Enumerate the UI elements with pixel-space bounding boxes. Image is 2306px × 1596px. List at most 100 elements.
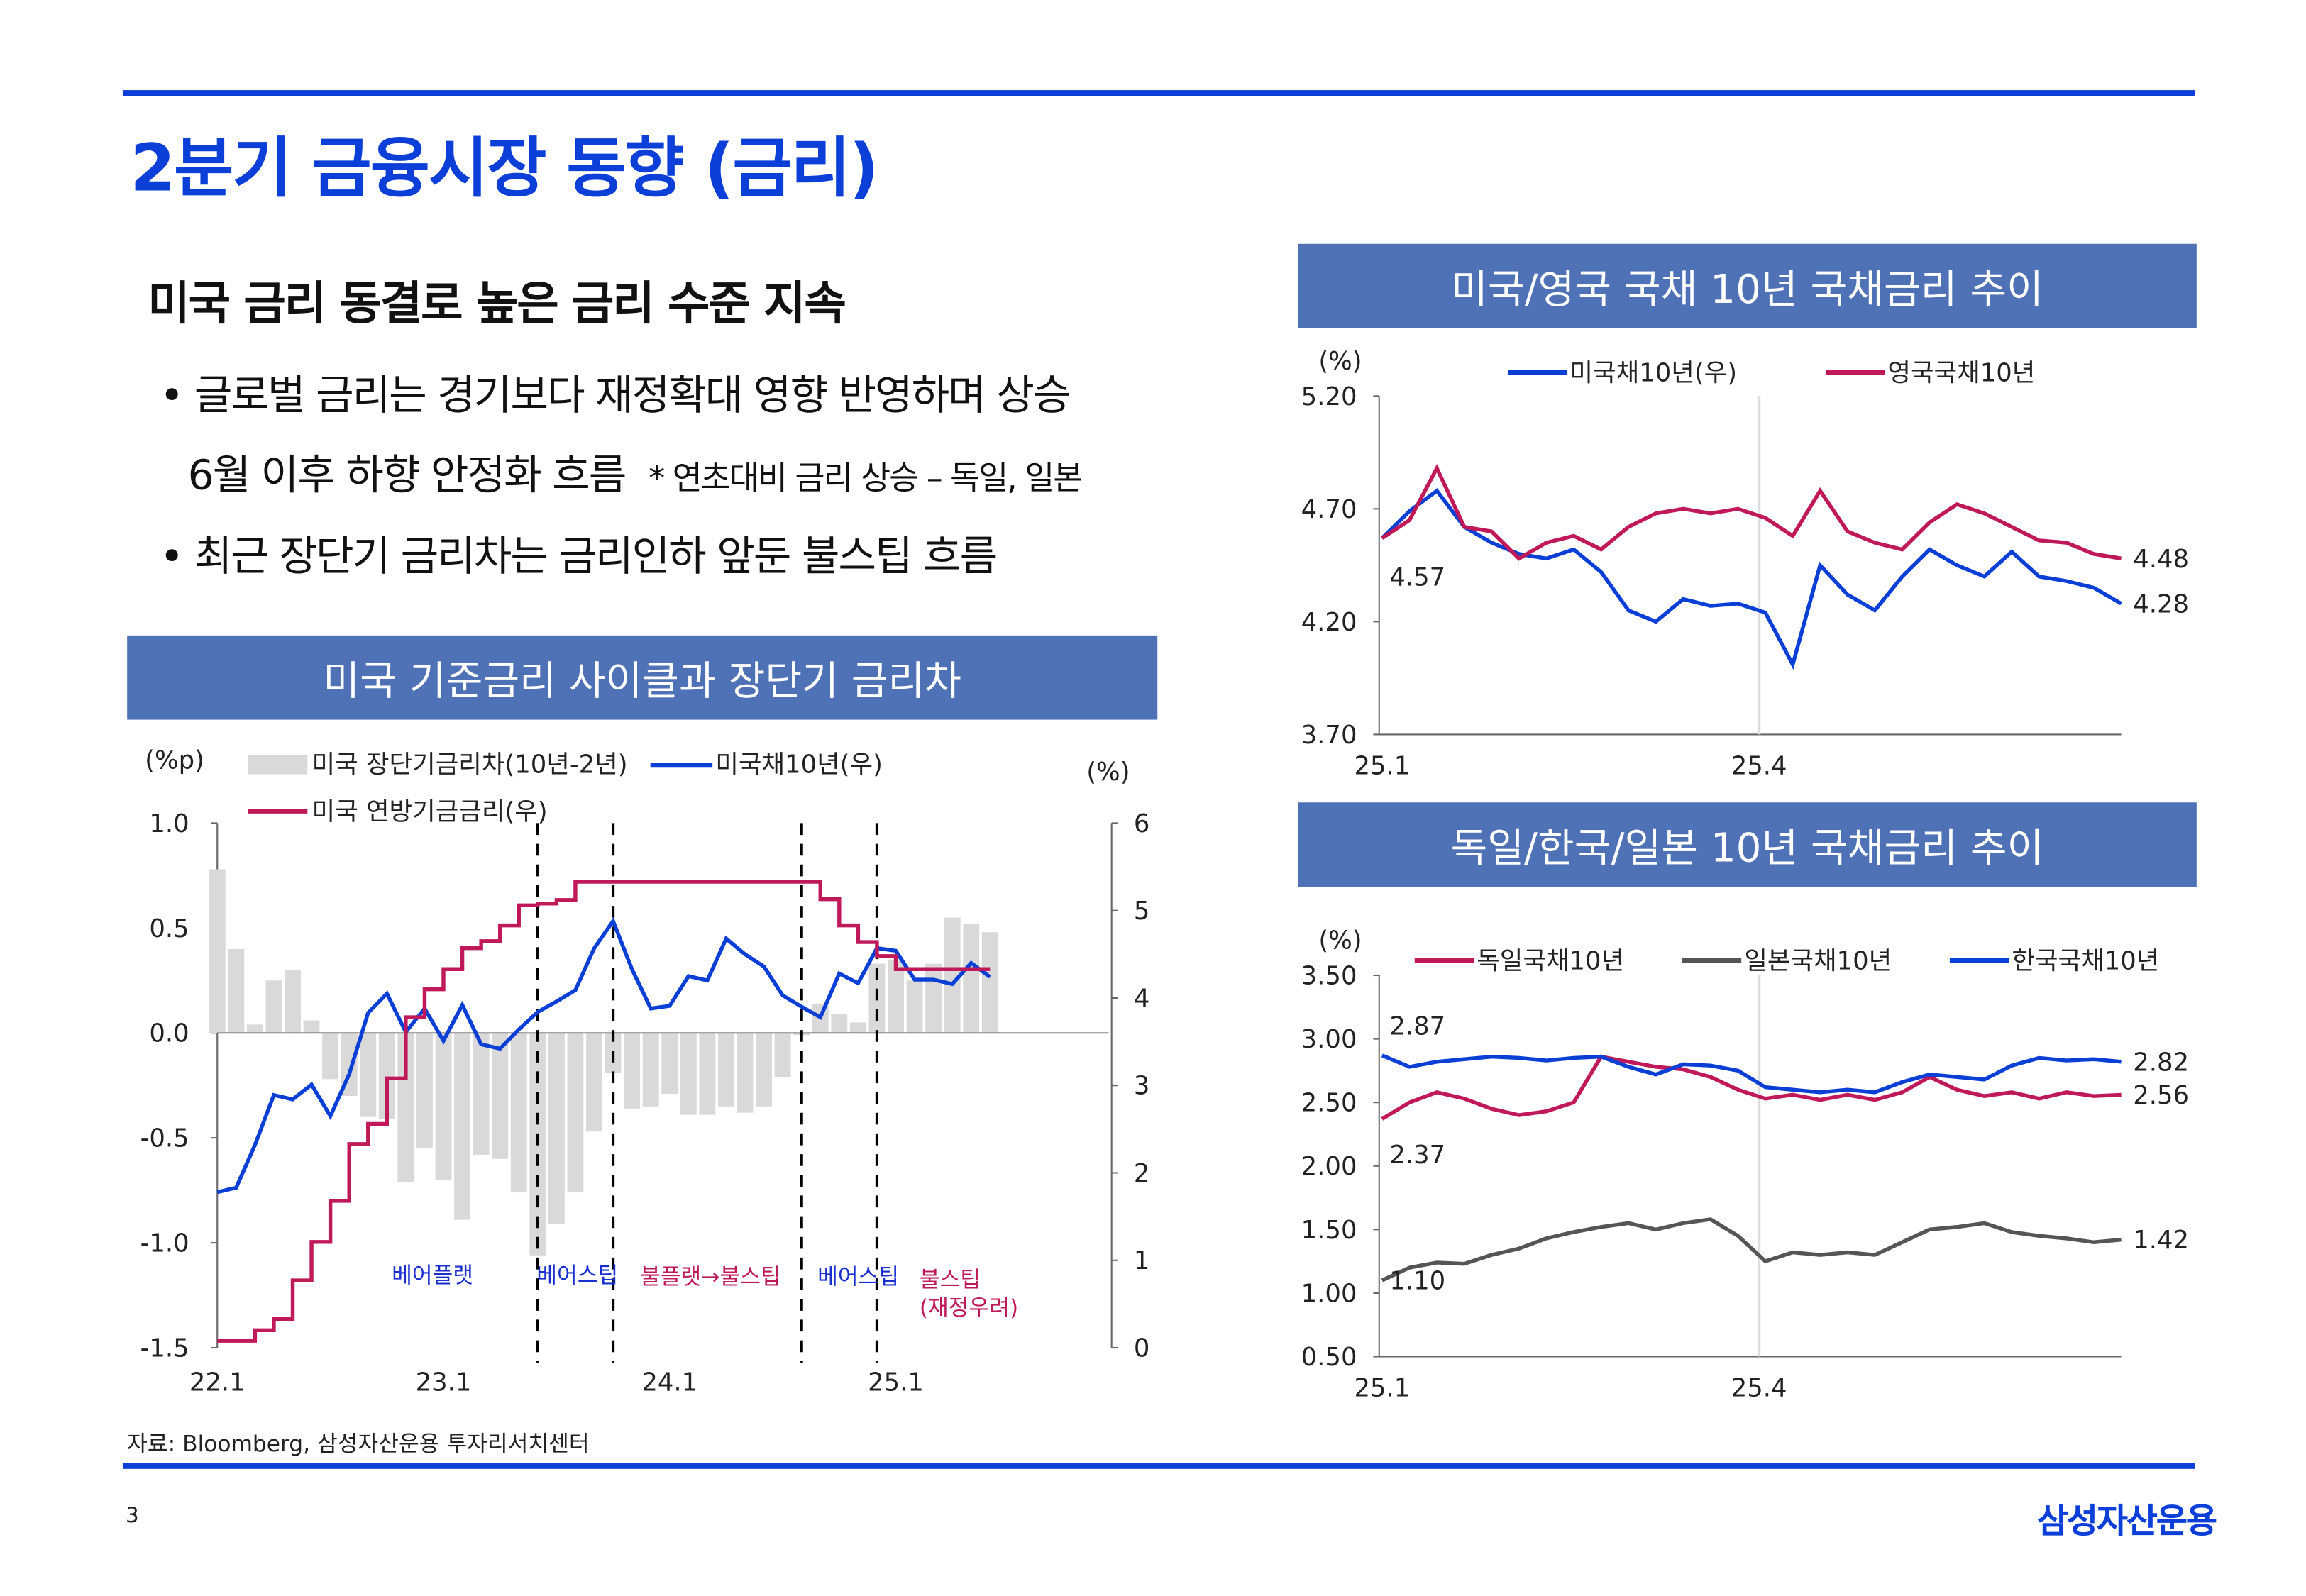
- series-line-2: [1381, 1053, 2122, 1095]
- spread-bar: [567, 1033, 584, 1193]
- y-axis-unit: (%): [1318, 926, 1362, 955]
- y-tick-label: 3.00: [1301, 1025, 1357, 1054]
- spread-bar: [397, 1033, 414, 1182]
- phase-annotation: 베어플랫: [392, 1263, 473, 1288]
- right-tick-label: 2: [1134, 1159, 1150, 1188]
- left-tick-label: 1.0: [149, 809, 189, 838]
- spread-bar: [285, 970, 301, 1033]
- spread-bar: [265, 980, 282, 1033]
- chart2-header: 미국/영국 국채 10년 국채금리 추이: [1298, 243, 2197, 328]
- right-tick-label: 1: [1134, 1246, 1150, 1275]
- source-note: 자료: Bloomberg, 삼성자산운용 투자리서치센터: [127, 1430, 590, 1458]
- spread-bar: [737, 1033, 754, 1113]
- phase-annotation: 불플랫→불스팁: [640, 1264, 781, 1290]
- spread-bar: [963, 924, 980, 1033]
- right-tick-label: 0: [1134, 1334, 1150, 1363]
- fed-funds-line: [217, 880, 991, 1343]
- phase-annotation: (재정우려): [920, 1295, 1018, 1321]
- x-tick-label: 22.1: [189, 1368, 246, 1397]
- us10y-line: [216, 916, 991, 1195]
- legend-label-0: 미국채10년(우): [1569, 358, 1737, 387]
- bottom-divider: [122, 1463, 2195, 1469]
- right-tick-label: 3: [1134, 1072, 1150, 1101]
- spread-bar: [680, 1033, 697, 1115]
- phase-annotation: 베어스팁: [536, 1263, 618, 1288]
- company-logo: 삼성자산운용: [2036, 1502, 2217, 1541]
- bullet-1-cont-text: 6월 이후 하향 안정화 흐름: [187, 450, 627, 500]
- spread-bar: [642, 1033, 659, 1107]
- right-tick-label: 4: [1134, 984, 1150, 1013]
- y-tick-label: 2.00: [1301, 1152, 1357, 1181]
- spread-bar: [774, 1033, 791, 1077]
- y-tick-label: 4.20: [1301, 608, 1357, 637]
- phase-annotation: 불스팁: [920, 1268, 981, 1293]
- y-tick-label: 5.20: [1301, 382, 1357, 411]
- left-axis-unit: (%p): [145, 746, 204, 775]
- legend-label-1: 영국국채10년: [1887, 358, 2035, 387]
- spread-bar: [831, 1014, 848, 1033]
- x-tick-label: 25.1: [868, 1368, 924, 1397]
- spread-bar: [435, 1033, 452, 1180]
- bullet-1-cont: 6월 이후 하향 안정화 흐름 * 연초대비 금리 상승 – 독일, 일본: [187, 443, 1083, 502]
- spread-bar: [548, 1033, 565, 1224]
- spread-bar: [228, 948, 245, 1033]
- spread-bar: [303, 1020, 320, 1033]
- spread-bar: [378, 1033, 395, 1119]
- spread-bar: [661, 1033, 678, 1095]
- series-line-0: [1381, 488, 2122, 670]
- spread-bar: [510, 1033, 527, 1193]
- chart3-header: 독일/한국/일본 10년 국채금리 추이: [1298, 802, 2197, 887]
- right-axis-unit: (%): [1086, 758, 1130, 787]
- x-tick-label: 25.4: [1731, 1374, 1787, 1403]
- left-tick-label: -1.5: [140, 1334, 189, 1363]
- spread-bar: [360, 1033, 377, 1117]
- page-number: 3: [126, 1504, 139, 1529]
- spread-bar: [906, 980, 923, 1033]
- left-tick-label: -1.0: [140, 1229, 189, 1258]
- page-title: 2분기 금융시장 동향 (금리): [130, 131, 878, 207]
- legend-label-0: 독일국채10년: [1477, 947, 1624, 976]
- left-tick-label: -0.5: [140, 1124, 189, 1153]
- spread-bar: [888, 959, 904, 1033]
- y-tick-label: 4.70: [1301, 495, 1357, 524]
- spread-bar: [756, 1033, 773, 1107]
- end-value-label: 4.28: [2133, 589, 2189, 619]
- spread-bar: [492, 1033, 509, 1159]
- legend-label-spread: 미국 장단기금리차(10년-2년): [312, 750, 628, 780]
- spread-bar: [699, 1033, 716, 1115]
- legend-label-fed: 미국 연방기금금리(우): [312, 797, 548, 826]
- spread-bar: [416, 1033, 433, 1148]
- x-tick-label: 25.1: [1354, 1374, 1410, 1403]
- spread-bar: [246, 1024, 263, 1033]
- section-heading: 미국 금리 동결로 높은 금리 수준 지속: [148, 277, 846, 331]
- right-tick-label: 6: [1134, 809, 1150, 838]
- legend-label-us10y: 미국채10년(우): [715, 750, 883, 780]
- x-tick-label: 23.1: [416, 1368, 472, 1397]
- bullet-2: • 최근 장단기 금리차는 금리인하 앞둔 불스팁 흐름: [159, 531, 998, 581]
- x-tick-label: 25.4: [1731, 752, 1787, 781]
- spread-bar: [624, 1033, 641, 1109]
- left-tick-label: 0.0: [149, 1019, 189, 1048]
- spread-bar: [473, 1033, 490, 1155]
- legend-label-1: 일본국채10년: [1744, 947, 1892, 976]
- spread-bar: [717, 1033, 734, 1107]
- y-axis-unit: (%): [1318, 347, 1362, 376]
- note: * 연초대비 금리 상승 – 독일, 일본: [649, 460, 1083, 499]
- end-value-label: 2.56: [2133, 1081, 2189, 1110]
- y-tick-label: 2.50: [1301, 1089, 1357, 1118]
- start-value-label: 2.37: [1389, 1141, 1445, 1170]
- chart1-header: 미국 기준금리 사이클과 장단기 금리차: [127, 635, 1158, 720]
- phase-annotation: 베어스팁: [817, 1264, 899, 1290]
- y-tick-label: 3.50: [1301, 961, 1357, 990]
- series-line-0: [1381, 1054, 2122, 1121]
- end-value-label: 2.82: [2133, 1048, 2189, 1077]
- end-value-label: 1.42: [2133, 1226, 2189, 1255]
- right-tick-label: 5: [1134, 897, 1150, 926]
- end-value-label: 4.48: [2133, 545, 2189, 574]
- y-tick-label: 3.70: [1301, 721, 1357, 750]
- spread-bar: [454, 1033, 471, 1220]
- series-line-1: [1381, 464, 2122, 561]
- series-line-1: [1381, 1217, 2122, 1282]
